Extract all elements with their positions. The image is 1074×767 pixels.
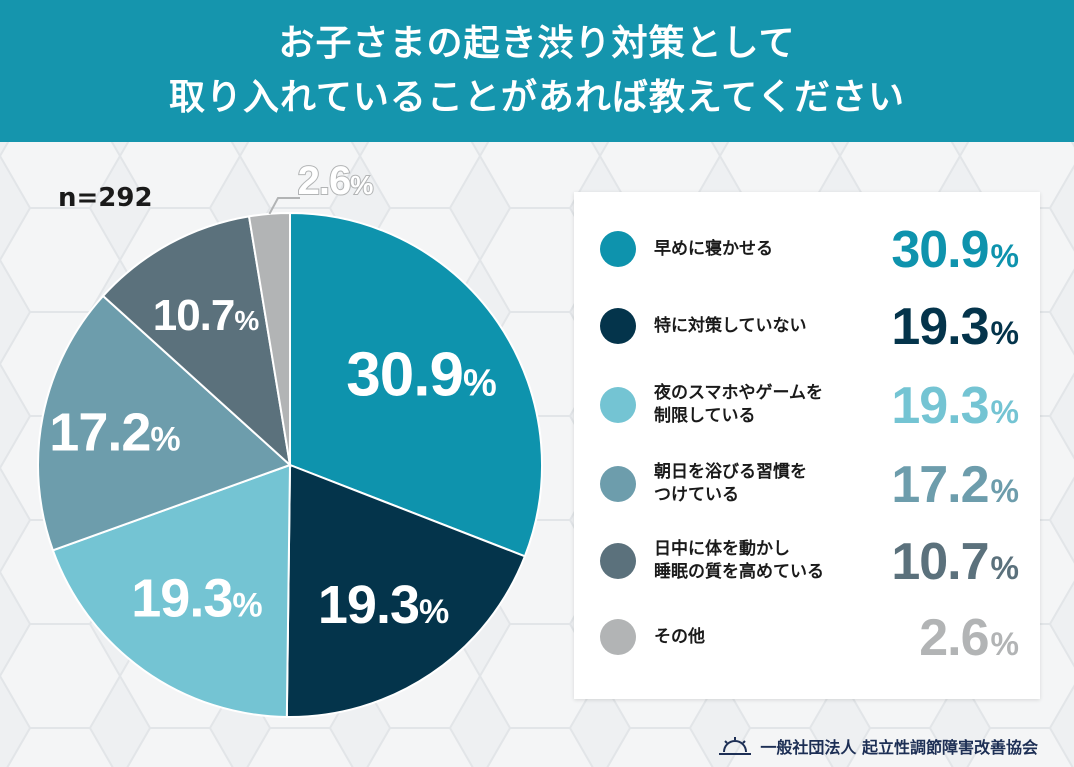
pie-slice xyxy=(51,463,292,718)
legend-label-line: つけている xyxy=(654,485,739,505)
slice-value-label: 19.3% xyxy=(131,568,262,628)
legend-swatch xyxy=(600,543,636,579)
legend-value-number: 2.6 xyxy=(919,609,989,667)
legend-label: 特に対策していない xyxy=(654,293,874,359)
legend-label-line: 日中に体を動かし xyxy=(654,539,790,560)
slice-value-label: 19.3% xyxy=(318,575,449,635)
legend-item: 特に対策していない 19.3% xyxy=(574,293,1040,359)
pie-chart: 30.9% 19.3% 19.3% 17.2% 10.7% 2.6% xyxy=(37,158,543,718)
pie-slice xyxy=(289,211,543,558)
legend-value-number: 10.7 xyxy=(891,533,989,591)
pie-slice xyxy=(247,211,291,466)
legend-label-line: 夜のスマホやゲームを xyxy=(654,383,823,404)
legend-swatch xyxy=(600,466,636,502)
legend-label: 夜のスマホやゲームを 制限している xyxy=(654,372,874,438)
legend-label-line: 朝日を浴びる習慣を xyxy=(654,462,807,483)
pie-slice xyxy=(285,463,527,718)
legend-label: その他 xyxy=(654,604,874,670)
legend-label-line: その他 xyxy=(654,626,705,647)
legend-value: 19.3% xyxy=(891,376,1019,436)
organization-name: 一般社団法人 起立性調節障害改善協会 xyxy=(760,738,1038,757)
legend-swatch xyxy=(600,308,636,344)
sunrise-logo-icon xyxy=(719,737,752,755)
sample-size-label: n=292 xyxy=(58,183,153,213)
title-line-1: お子さまの起き渋り対策として xyxy=(278,23,796,64)
title-line-2: 取り入れていることがあれば教えてください xyxy=(168,77,906,118)
legend-label-line: 睡眠の質を高めている xyxy=(654,562,824,582)
legend-value: 19.3% xyxy=(891,297,1019,357)
legend-swatch xyxy=(600,387,636,423)
legend-item: 早めに寝かせる 30.9% xyxy=(574,216,1040,282)
slice-value-label: 10.7% xyxy=(153,291,260,340)
legend-value: 17.2% xyxy=(891,455,1019,515)
slice-value-label: 17.2% xyxy=(49,402,180,462)
legend-label: 早めに寝かせる xyxy=(654,216,874,282)
legend-label-line: 早めに寝かせる xyxy=(654,238,773,259)
legend-value-number: 19.3 xyxy=(891,298,989,356)
legend-value-unit: % xyxy=(990,473,1019,509)
legend-label-line: 制限している xyxy=(654,406,756,426)
legend-value-unit: % xyxy=(990,315,1019,351)
legend-swatch xyxy=(600,619,636,655)
legend-item: 朝日を浴びる習慣を つけている 17.2% xyxy=(574,451,1040,517)
legend-value-number: 30.9 xyxy=(891,221,989,279)
legend-value-unit: % xyxy=(990,238,1019,274)
footer-credit: 一般社団法人 起立性調節障害改善協会 xyxy=(718,734,1038,758)
legend-value-number: 19.3 xyxy=(891,377,989,435)
legend-item: 夜のスマホやゲームを 制限している 19.3% xyxy=(574,372,1040,438)
legend-value: 10.7% xyxy=(891,532,1019,592)
legend-item: その他 2.6% xyxy=(574,604,1040,670)
legend-value-unit: % xyxy=(990,394,1019,430)
pie-slice xyxy=(101,215,292,468)
legend-swatch xyxy=(600,231,636,267)
slice-value-label: 2.6% xyxy=(298,159,374,203)
title-banner: お子さまの起き渋り対策として 取り入れていることがあれば教えてください xyxy=(0,0,1074,142)
legend-value: 2.6% xyxy=(919,608,1019,668)
legend-item: 日中に体を動かし 睡眠の質を高めている 10.7% xyxy=(574,528,1040,594)
legend-label: 朝日を浴びる習慣を つけている xyxy=(654,451,874,517)
legend-value-unit: % xyxy=(990,550,1019,586)
legend-label-line: 特に対策していない xyxy=(654,315,807,336)
legend-label: 日中に体を動かし 睡眠の質を高めている xyxy=(654,528,874,594)
slice-value-label: 30.9% xyxy=(346,340,496,409)
legend-value-number: 17.2 xyxy=(891,456,989,514)
legend-value: 30.9% xyxy=(891,220,1019,280)
slice-leader-line xyxy=(268,197,300,215)
legend-value-unit: % xyxy=(990,626,1019,662)
pie-slice xyxy=(37,294,292,552)
legend-panel: 早めに寝かせる 30.9% 特に対策していない 19.3% 夜のスマホやゲームを 制限して… xyxy=(574,192,1040,699)
